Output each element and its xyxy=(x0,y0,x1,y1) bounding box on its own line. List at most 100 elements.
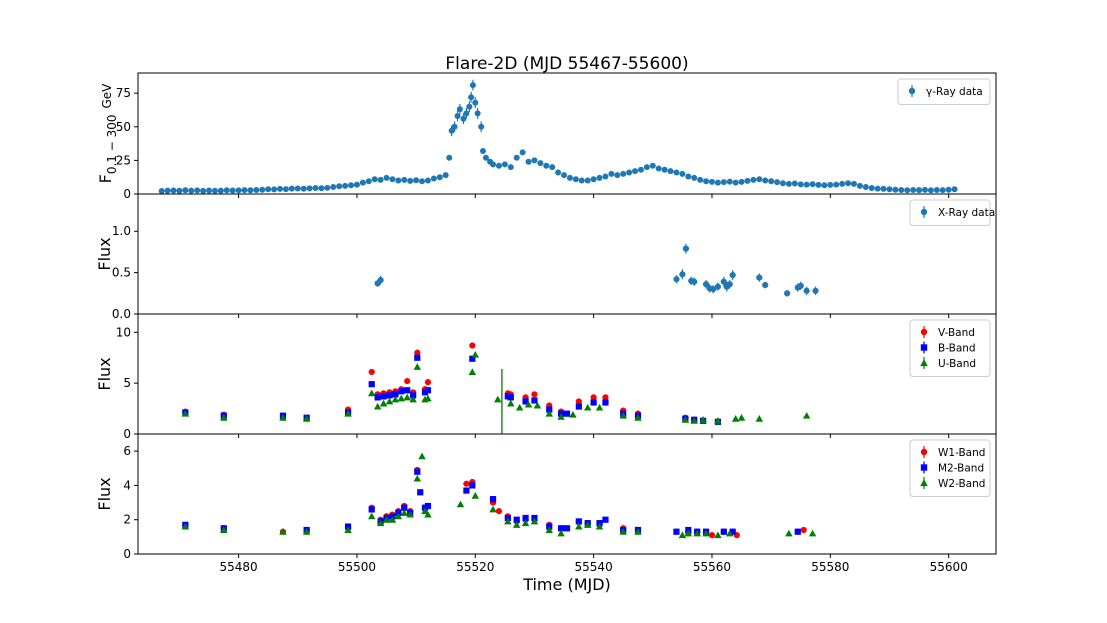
uv-point-w1 xyxy=(463,480,470,487)
xray-point-xray xyxy=(729,272,736,279)
legend-label: γ-Ray data xyxy=(926,86,983,98)
uv-point-w2 xyxy=(344,526,352,533)
uv-ytick-label: 0 xyxy=(123,547,131,561)
gamma-point-gamma xyxy=(845,180,852,187)
optical-point-b xyxy=(575,403,582,410)
gamma-point-gamma xyxy=(442,172,449,179)
gamma-point-gamma xyxy=(318,185,325,192)
gamma-point-gamma xyxy=(927,187,934,194)
optical-point-b xyxy=(380,393,387,400)
gamma-point-gamma xyxy=(874,185,881,192)
gamma-point-gamma xyxy=(456,106,463,113)
gamma-point-gamma xyxy=(785,180,792,187)
x-tick-label: 55560 xyxy=(693,560,731,574)
xray-point-xray xyxy=(702,281,710,288)
gamma-point-gamma xyxy=(519,149,526,156)
xray-point-xray xyxy=(756,274,763,281)
optical-point-u xyxy=(397,394,406,402)
gamma-point-gamma xyxy=(720,179,727,186)
gamma-point-gamma xyxy=(247,187,254,194)
y-label-unit: GeV xyxy=(100,83,114,109)
uv-point-w1 xyxy=(800,526,807,534)
xray-ytick-label: 1.0 xyxy=(112,224,131,238)
gamma-point-gamma xyxy=(726,178,733,185)
uv-point-w2 xyxy=(808,529,817,537)
gamma-point-gamma xyxy=(703,178,710,185)
gamma-point-gamma xyxy=(578,177,585,184)
gamma-point-gamma xyxy=(336,183,343,190)
xray-point-xray xyxy=(720,278,727,285)
optical-point-u xyxy=(507,399,515,407)
xray-point-xray xyxy=(714,283,721,290)
gamma-point-gamma xyxy=(371,176,378,183)
uv-point-w2 xyxy=(619,527,627,535)
x-tick-label: 55500 xyxy=(338,560,376,574)
gamma-point-gamma xyxy=(572,176,579,183)
legend-marker-gamma xyxy=(908,87,916,95)
uv-point-w2 xyxy=(678,531,687,539)
optical-point-u xyxy=(755,415,764,422)
uv-point-w2 xyxy=(471,491,480,499)
gamma-ytick-label: 50 xyxy=(116,120,131,134)
gamma-point-gamma xyxy=(472,99,479,106)
xray-ytick-label: 0.0 xyxy=(112,307,131,321)
optical-point-b xyxy=(522,398,529,405)
gamma-point-gamma xyxy=(324,184,331,191)
legend-label: U-Band xyxy=(938,358,976,370)
uv-point-m2 xyxy=(513,516,520,523)
gamma-point-gamma xyxy=(880,185,887,192)
gamma-frame xyxy=(137,72,997,195)
gamma-point-gamma xyxy=(584,177,591,184)
gamma-point-gamma xyxy=(271,186,278,193)
uv-point-w2 xyxy=(388,515,397,523)
gamma-point-gamma xyxy=(868,184,875,191)
gamma-point-gamma xyxy=(501,161,508,168)
xray-point-xray xyxy=(812,287,819,294)
optical-point-u xyxy=(413,363,422,370)
gamma-point-gamma xyxy=(892,186,899,193)
gamma-point-gamma xyxy=(537,160,544,167)
gamma-point-gamma xyxy=(531,157,538,164)
uv-point-m2 xyxy=(575,518,582,525)
uv-point-m2 xyxy=(469,482,476,489)
optical-ytick-label: 0 xyxy=(123,427,131,441)
gamma-point-gamma xyxy=(468,94,475,101)
gamma-point-gamma xyxy=(862,184,869,191)
gamma-point-gamma xyxy=(921,186,928,193)
gamma-point-gamma xyxy=(495,162,502,169)
gamma-point-gamma xyxy=(229,187,236,194)
optical-point-v xyxy=(469,342,476,349)
optical-point-u xyxy=(468,368,477,375)
uv-point-w1 xyxy=(708,532,716,539)
legend-marker-xray xyxy=(920,208,928,216)
gamma-point-gamma xyxy=(667,168,674,175)
gamma-point-gamma xyxy=(708,178,715,185)
xray-frame xyxy=(137,193,997,315)
uv-ytick-label: 4 xyxy=(123,478,131,492)
gamma-point-gamma xyxy=(839,180,846,187)
uv-frame xyxy=(137,433,997,555)
x-tick-label: 55480 xyxy=(219,560,257,574)
gamma-point-gamma xyxy=(389,176,396,183)
gamma-point-gamma xyxy=(158,188,165,194)
optical-point-u xyxy=(471,350,480,358)
uv-point-m2 xyxy=(720,528,727,535)
gamma-point-gamma xyxy=(253,186,260,193)
xray-point-xray xyxy=(797,282,804,289)
gamma-point-gamma xyxy=(265,186,272,193)
uv-point-w2 xyxy=(220,526,228,533)
uv-y-axis-label: Flux xyxy=(95,477,114,510)
optical-point-u xyxy=(557,412,565,420)
legend-label: X-Ray data xyxy=(938,207,995,219)
gamma-data xyxy=(158,79,958,194)
gamma-point-gamma xyxy=(756,176,763,183)
gamma-legend: γ-Ray data xyxy=(897,78,991,105)
uv-point-w2 xyxy=(557,529,565,537)
gamma-point-gamma xyxy=(413,177,420,184)
gamma-point-gamma xyxy=(436,174,443,181)
gamma-point-gamma xyxy=(679,170,686,177)
gamma-point-gamma xyxy=(206,187,213,194)
optical-point-u xyxy=(391,395,400,403)
uv-point-w2 xyxy=(279,527,287,535)
uv-point-w2 xyxy=(504,517,512,525)
